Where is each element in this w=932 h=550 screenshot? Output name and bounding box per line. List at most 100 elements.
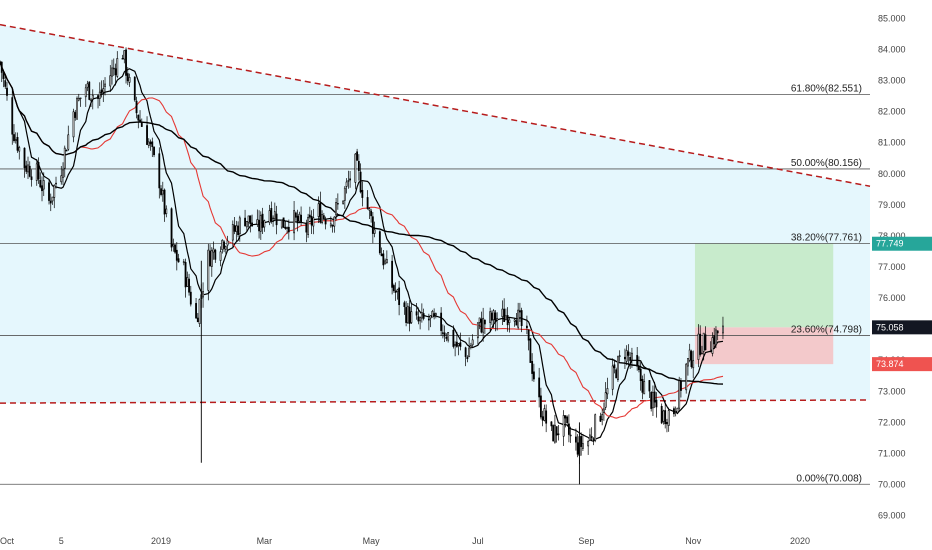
candle-body-246 [601,414,604,420]
candle-body-160 [391,260,394,288]
trendlines[interactable] [0,23,871,404]
candle-body-226 [552,425,555,442]
candle-body-258 [629,356,632,361]
candle-body-292 [713,335,716,345]
candle-body-73 [175,249,178,261]
candle-body-124 [300,214,302,223]
candle-body-248 [604,392,607,408]
candle-body-211 [515,320,518,326]
candle-body-178 [433,313,436,317]
candle-body-67 [161,190,164,195]
candle-body-47 [112,67,115,70]
candle-body-238 [580,436,583,447]
candle-body-179 [434,313,437,316]
candle-body-53 [126,73,129,82]
y-axis[interactable]: 85.000 84.000 83.000 82.000 81.000 80.000 79.0… [872,0,932,550]
y-tick-2: 83.000 [878,76,906,86]
candle-body-269 [655,399,658,408]
candle-body-262 [639,368,642,382]
candle-body-7 [14,139,17,141]
candle-body-272 [664,410,667,425]
candle-body-37 [88,81,91,100]
price-badge-text-1: 75.058 [876,322,904,332]
candle-body-166 [405,307,408,323]
candle-body-152 [370,210,373,217]
candle-body-270 [660,405,663,424]
fibonacci-levels[interactable]: 61.80%(82.551) 50.00%(80.156) 38.20%(77.76… [0,84,870,485]
candle-body-169 [410,311,413,323]
candle-body-138 [335,202,338,216]
candle-body-105 [256,219,259,225]
candle-body-221 [539,395,542,418]
candle-body-135 [329,223,332,227]
candle-body-5 [11,97,14,135]
x-axis[interactable]: Oct 5 2019 Mar May Jul Sep Nov 2020 [0,536,810,546]
candle-body-239 [582,443,584,449]
candle-body-41 [98,91,101,99]
candle-body-171 [417,316,420,322]
candle-body-88 [212,248,215,253]
candle-body-106 [258,219,260,232]
candle-body-93 [224,246,227,250]
candle-body-264 [643,381,646,395]
candle-body-84 [202,291,204,298]
candle-body-130 [317,203,320,217]
fib-label-2: 38.20%(77.761) [791,232,862,243]
candle-body-35 [84,87,87,98]
candle-body-164 [398,287,401,306]
candle-body-230 [562,415,565,437]
candle-body-36 [86,83,89,88]
y-tick-3: 82.000 [878,107,906,117]
candle-body-143 [347,180,350,182]
candle-body-29 [67,134,70,150]
candle-body-140 [342,200,345,204]
candle-body-206 [503,308,506,322]
candle-body-85 [207,249,210,291]
candle-body-1 [0,61,3,73]
candle-body-242 [590,436,593,439]
candle-body-64 [153,146,155,156]
fib-label-3: 23.60%(74.798) [791,324,862,335]
candle-body-181 [441,332,444,334]
candle-body-184 [447,332,450,341]
fib-label-4: 0.00%(70.008) [796,473,862,484]
candle-body-223 [543,408,546,421]
candle-body-207 [504,315,507,320]
candle-body-168 [408,306,411,324]
candle-body-95 [231,224,234,241]
candle-body-203 [494,312,497,323]
candle-body-250 [611,365,614,390]
candle-body-216 [527,329,530,341]
candle-body-265 [648,380,651,392]
candle-body-261 [638,365,640,370]
candle-body-18 [41,185,43,192]
candle-body-202 [492,310,495,321]
y-tick-9: 76.000 [878,293,906,303]
candle-body-132 [321,214,324,223]
trendline-descending-resistance [0,23,871,187]
candle-body-112 [272,217,274,220]
ma-slow-line [0,61,724,385]
candle-body-133 [322,215,325,219]
candle-body-222 [541,416,544,421]
candle-body-234 [569,434,572,437]
candle-body-63 [151,141,154,148]
candle-body-201 [490,312,493,321]
candle-body-94 [226,240,229,246]
candle-body-113 [273,211,276,219]
candle-body-79 [189,291,192,305]
candle-body-15 [35,163,38,181]
candle-body-27 [63,147,66,169]
candle-body-111 [270,208,273,222]
candle-body-71 [172,244,175,247]
candle-body-177 [431,310,434,318]
candle-body-125 [305,222,308,233]
candle-body-245 [599,415,602,422]
candle-body-149 [361,189,364,198]
candle-body-136 [331,225,334,227]
candle-body-217 [529,338,532,363]
candle-body-148 [359,171,362,193]
candle-body-227 [553,424,556,443]
candle-body-229 [557,433,560,435]
